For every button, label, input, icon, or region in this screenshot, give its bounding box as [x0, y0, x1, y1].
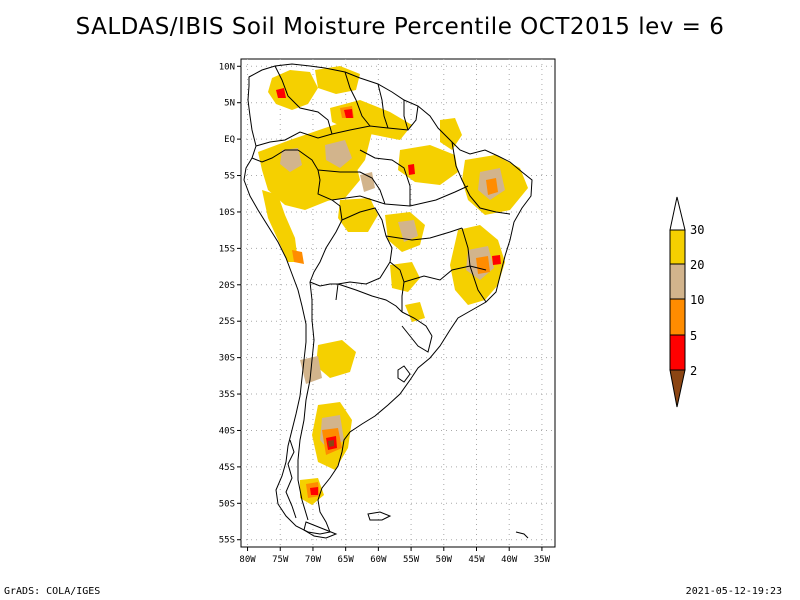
lon-label: 50W	[436, 555, 453, 565]
boundary-bolivia-paraguay	[337, 261, 391, 285]
soil-moisture-shading	[258, 66, 528, 505]
lon-label: 80W	[239, 555, 256, 565]
boundary-peru-bolivia	[309, 219, 343, 283]
map-title: SALDAS/IBIS Soil Moisture Percentile OCT…	[75, 14, 725, 40]
lon-label: 40W	[501, 555, 518, 565]
lon-label: 35W	[534, 555, 551, 565]
south-georgia-hint	[515, 531, 529, 539]
lon-label: 55W	[403, 555, 420, 565]
colorbar-label-2: 2	[690, 364, 697, 378]
shade-red-venezuela	[276, 88, 286, 98]
longitude-labels: 80W 75W 70W 65W 60W 55W 50W 45W 40W 35W	[239, 547, 551, 565]
colorbar-segment-5-10	[669, 298, 686, 336]
lat-label: 40S	[219, 426, 235, 436]
lat-label: 55S	[219, 536, 235, 546]
boundary-brazil-states-amazon	[359, 149, 411, 206]
boundary-bolivia-brazil	[341, 207, 393, 263]
map-frame	[240, 58, 556, 548]
shade-brown-argentina	[328, 440, 334, 447]
boundary-colombia-venezuela	[274, 65, 333, 135]
lat-label: 5S	[224, 172, 235, 182]
colorbar-label-10: 10	[690, 293, 704, 307]
shade-central-brazil-tan	[398, 220, 418, 242]
shade-bolivia	[338, 198, 378, 232]
lat-label: 20S	[219, 281, 235, 291]
lon-label: 60W	[370, 555, 387, 565]
boundaries	[243, 63, 533, 539]
lat-label: 35S	[219, 390, 235, 400]
colorbar-segment-20-30	[669, 229, 686, 265]
lat-label: 10S	[219, 208, 235, 218]
boundary-colombia-ecuador	[255, 131, 319, 147]
lat-label: 25S	[219, 317, 235, 327]
boundary-argentina-paraguay	[337, 283, 403, 313]
shade-paraguay	[390, 262, 420, 292]
boundary-suriname-guiana	[403, 100, 409, 131]
lon-label: 45W	[468, 555, 485, 565]
lon-label: 65W	[338, 555, 355, 565]
shade-peru-orange	[292, 250, 304, 264]
boundary-ecuador-peru	[251, 149, 298, 163]
boundary-brazil-states-ne	[451, 141, 511, 215]
lon-label: 70W	[305, 555, 322, 565]
boundary-uruguay	[401, 325, 433, 353]
boundary-venezuela-guyana	[344, 71, 371, 127]
colorbar-label-5: 5	[690, 329, 697, 343]
lat-label: 45S	[219, 463, 235, 473]
footer-credit: GrADS: COLA/IGES	[4, 586, 101, 597]
boundary-brazil-states-west	[317, 169, 386, 205]
colorbar-label-20: 20	[690, 258, 704, 272]
shade-red-east	[492, 255, 501, 265]
shade-colombia-tan	[280, 148, 302, 172]
shade-below-2	[328, 440, 334, 447]
shade-red-para	[408, 164, 415, 175]
lat-label: 5N	[224, 99, 235, 109]
colorbar-arrow-bottom	[669, 369, 686, 408]
tierra-del-fuego	[303, 521, 338, 539]
colorbar-arrow-top	[669, 196, 686, 231]
lagoa-dos-patos	[397, 365, 411, 383]
shade-peru-coast	[262, 190, 298, 262]
shade-2-5	[276, 88, 501, 495]
shade-20-30	[258, 66, 528, 505]
boundary-brazil-states-south	[403, 265, 487, 283]
boundary-brazil-states-mid	[385, 227, 463, 241]
shade-colombia-north	[268, 70, 318, 110]
shade-para-east	[440, 118, 462, 150]
latitude-labels: 10N 5N EQ 5S 10S 15S 20S 25S 30S 35S 40S 45S 50S 55S	[219, 62, 241, 546]
boundary-guiana-brazil	[317, 105, 419, 139]
shade-bolivia-tan	[360, 172, 375, 192]
chile-archipelago	[285, 439, 297, 519]
boundary-peru-brazil	[297, 149, 343, 221]
south-america-coastline	[243, 63, 533, 535]
boundary-argentina-brazil	[401, 311, 433, 337]
shade-northeast-orange	[486, 178, 498, 195]
falkland-islands	[367, 511, 392, 521]
boundary-chile-argentina	[297, 281, 315, 521]
colorbar: 30 20 10 5 2	[669, 196, 704, 408]
boundary-chile-bolivia	[309, 281, 339, 301]
shade-north-brazil	[398, 145, 458, 185]
boundary-guyana-suriname	[377, 83, 389, 129]
lon-label: 75W	[272, 555, 289, 565]
footer-timestamp: 2021-05-12-19:23	[685, 586, 782, 597]
colorbar-label-30: 30	[690, 223, 704, 237]
colorbar-segment-10-20	[669, 263, 686, 300]
lat-label: 15S	[219, 244, 235, 254]
shade-red-guiana	[344, 109, 353, 118]
shade-amazon-tan	[325, 140, 352, 168]
shade-argentina-north	[316, 340, 356, 378]
lat-label: 10N	[219, 62, 235, 72]
colorbar-segment-2-5	[669, 334, 686, 371]
shade-uruguay	[405, 302, 425, 322]
lat-label: EQ	[224, 135, 235, 145]
lat-label: 50S	[219, 499, 235, 509]
lat-label: 30S	[219, 354, 235, 364]
shade-east-orange	[476, 256, 490, 274]
boundary-brazil-states-east	[461, 227, 487, 303]
shade-red-patagonia	[310, 487, 318, 495]
